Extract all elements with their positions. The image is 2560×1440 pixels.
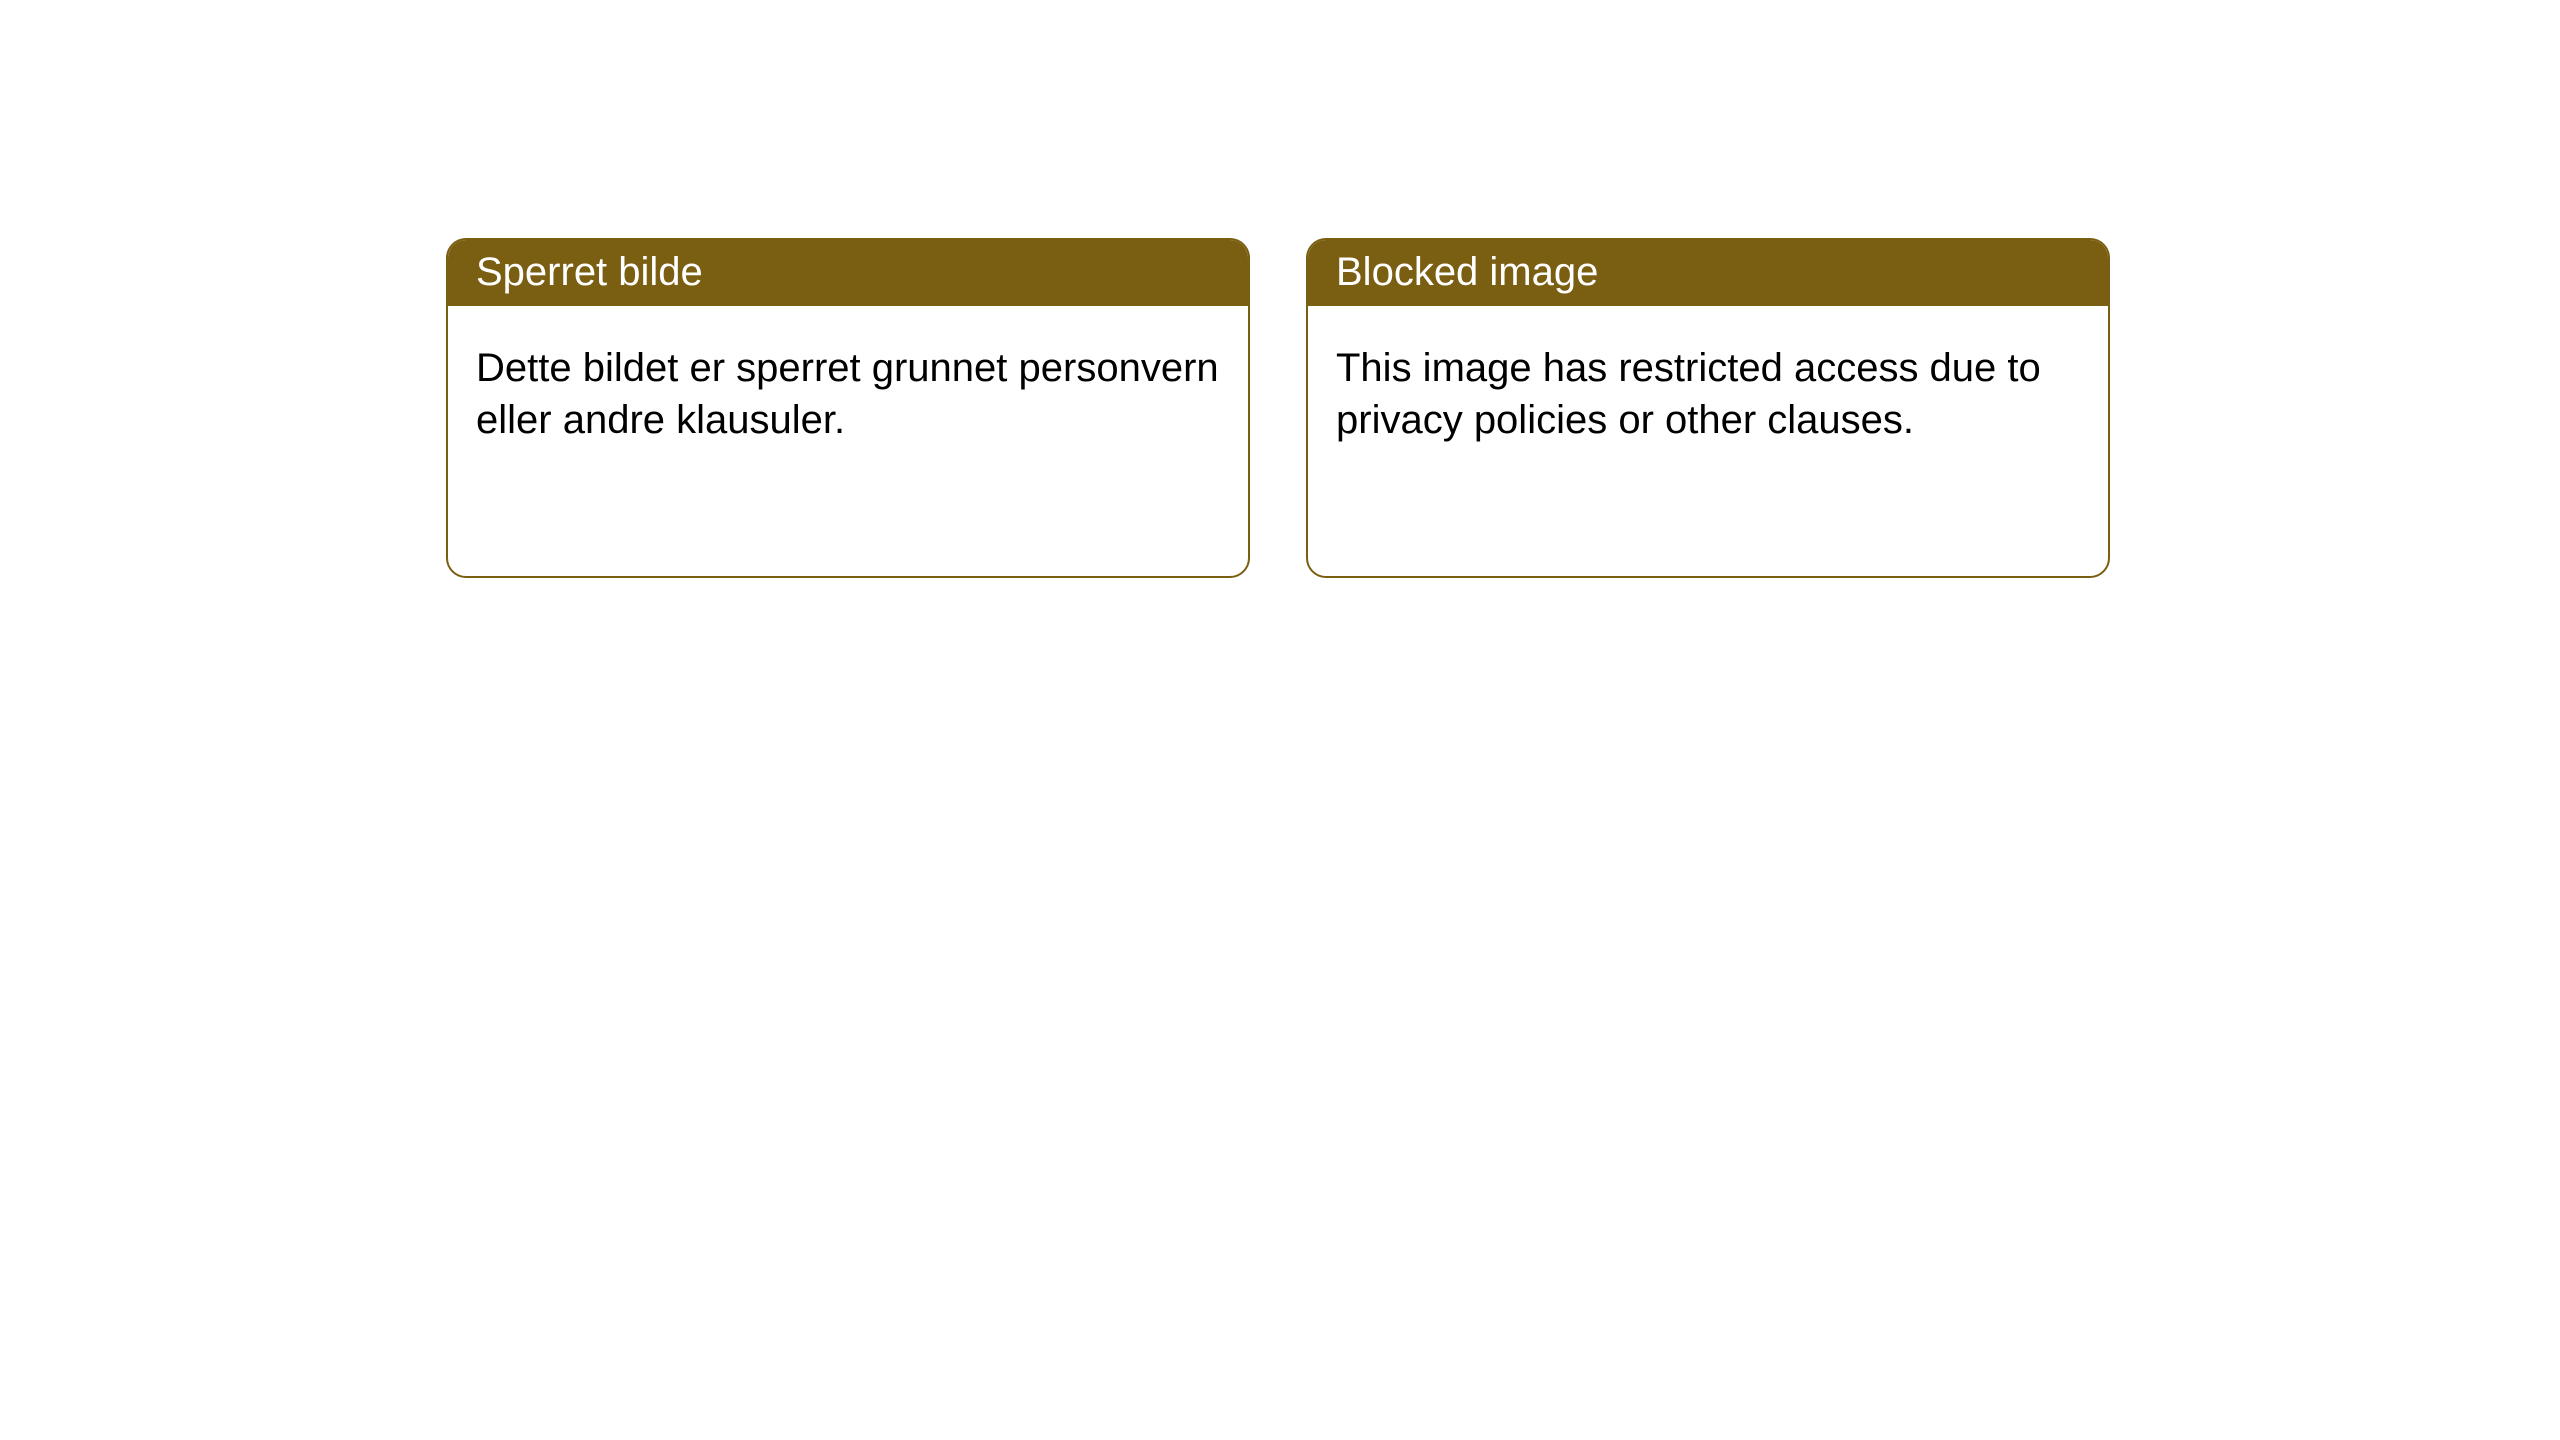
notice-body-no: Dette bildet er sperret grunnet personve… xyxy=(448,306,1248,474)
notice-card-en: Blocked image This image has restricted … xyxy=(1306,238,2110,578)
notice-container: Sperret bilde Dette bildet er sperret gr… xyxy=(0,0,2560,578)
notice-card-no: Sperret bilde Dette bildet er sperret gr… xyxy=(446,238,1250,578)
notice-header-en: Blocked image xyxy=(1308,240,2108,306)
notice-body-en: This image has restricted access due to … xyxy=(1308,306,2108,474)
notice-header-no: Sperret bilde xyxy=(448,240,1248,306)
